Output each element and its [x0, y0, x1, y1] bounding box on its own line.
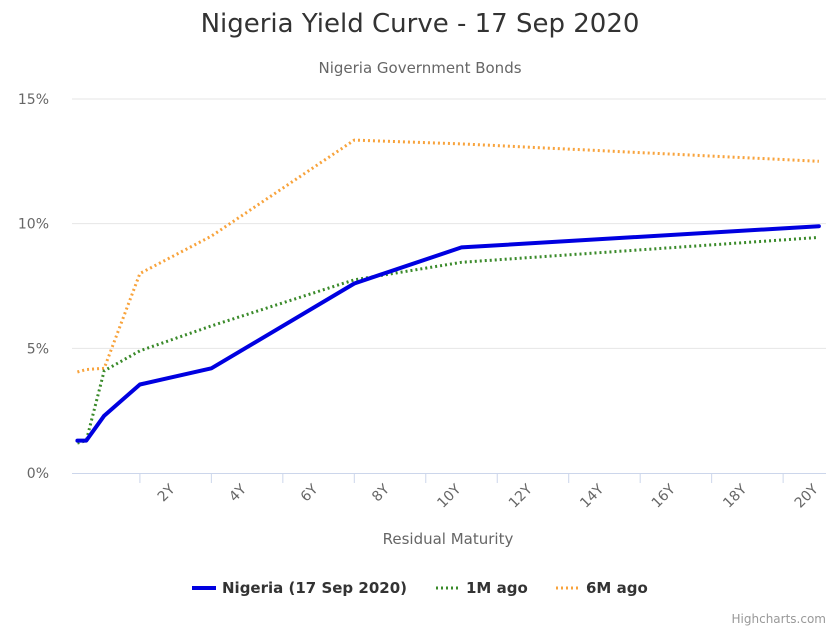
- x-axis-title: Residual Maturity: [383, 530, 514, 548]
- x-tick-label: 20Y: [792, 481, 822, 511]
- y-tick-label: 10%: [18, 217, 49, 233]
- y-tick-label: 15%: [18, 92, 49, 108]
- credits-link[interactable]: Highcharts.com: [732, 612, 826, 626]
- x-tick-label: 16Y: [649, 481, 679, 511]
- chart-subtitle: Nigeria Government Bonds: [318, 59, 521, 77]
- x-tick-label: 10Y: [434, 481, 464, 511]
- legend-item-1m-ago[interactable]: 1M ago: [436, 579, 528, 597]
- x-tick-label: 14Y: [577, 481, 607, 511]
- chart-title: Nigeria Yield Curve - 17 Sep 2020: [201, 9, 640, 39]
- x-tick-label: 4Y: [226, 481, 250, 505]
- legend-item-6m-ago[interactable]: 6M ago: [556, 579, 648, 597]
- x-tick-label: 2Y: [155, 481, 179, 505]
- y-axis: 0% 5% 10% 15%: [18, 92, 49, 482]
- y-tick-label: 0%: [27, 466, 49, 482]
- legend-label: Nigeria (17 Sep 2020): [222, 579, 407, 597]
- legend-label: 6M ago: [586, 579, 648, 597]
- series-line-6m-ago[interactable]: [76, 138, 819, 374]
- x-tick-label: 6Y: [298, 481, 322, 505]
- x-tick-label: 8Y: [369, 481, 393, 505]
- x-axis: 2Y 4Y 6Y 8Y 10Y 12Y 14Y 16Y 18Y 20Y: [72, 473, 826, 511]
- series-line-nigeria[interactable]: [75, 224, 821, 443]
- legend[interactable]: Nigeria (17 Sep 2020) 1M ago 6M ago: [192, 579, 648, 597]
- plot-area: [75, 138, 821, 445]
- series-line-1m-ago[interactable]: [76, 235, 820, 445]
- legend-item-nigeria[interactable]: Nigeria (17 Sep 2020): [192, 579, 407, 597]
- grid: [72, 98, 826, 349]
- x-tick-label: 12Y: [506, 481, 536, 511]
- legend-label: 1M ago: [466, 579, 528, 597]
- y-tick-label: 5%: [27, 341, 49, 357]
- x-tick-label: 18Y: [720, 481, 750, 511]
